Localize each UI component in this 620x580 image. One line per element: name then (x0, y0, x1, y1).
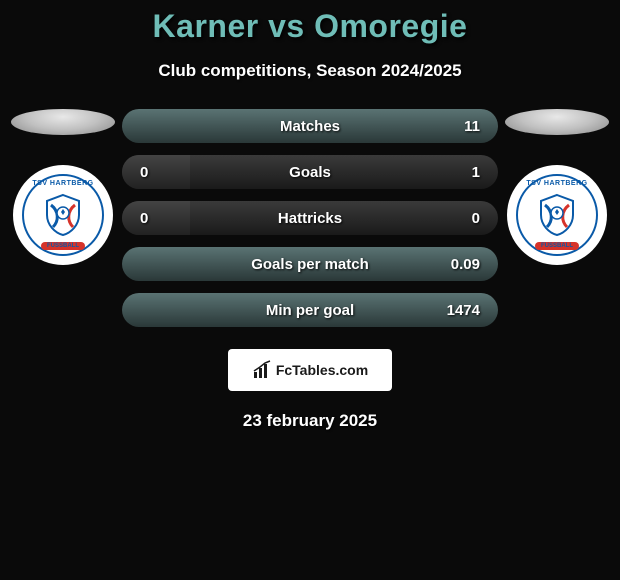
stat-row: 0 Hattricks 0 (122, 201, 498, 235)
stat-right-value: 0.09 (440, 256, 480, 273)
badge-bot-text: FUSSBALL (41, 242, 85, 250)
club-badge-inner: TSV HARTBERG FUSSBALL (516, 174, 598, 256)
page-title: Karner vs Omoregie (0, 8, 620, 45)
stat-left-value: 0 (140, 164, 180, 181)
club-badge-inner: TSV HARTBERG FUSSBALL (22, 174, 104, 256)
stat-left-value: 0 (140, 210, 180, 227)
brand-label: FcTables.com (276, 362, 368, 378)
right-player-col: TSV HARTBERG FUSSBALL (502, 109, 612, 265)
stat-content: Min per goal 1474 (140, 302, 480, 319)
stat-label: Hattricks (278, 210, 342, 227)
stat-content: Goals per match 0.09 (140, 256, 480, 273)
club-badge-left: TSV HARTBERG FUSSBALL (13, 165, 113, 265)
player-photo-placeholder-right (505, 109, 609, 135)
chart-icon (252, 360, 272, 380)
subtitle: Club competitions, Season 2024/2025 (0, 61, 620, 81)
content-row: TSV HARTBERG FUSSBALL Matches 11 0 Goals 1 0 H… (0, 109, 620, 339)
club-badge-right: TSV HARTBERG FUSSBALL (507, 165, 607, 265)
stat-row: 0 Goals 1 (122, 155, 498, 189)
stat-row: Goals per match 0.09 (122, 247, 498, 281)
shield-icon (533, 191, 581, 239)
stat-label: Min per goal (266, 302, 354, 319)
brand-box[interactable]: FcTables.com (228, 349, 392, 391)
date-label: 23 february 2025 (0, 411, 620, 431)
stats-column: Matches 11 0 Goals 1 0 Hattricks 0 Goals per mat… (118, 109, 502, 339)
stat-content: 0 Goals 1 (140, 164, 480, 181)
badge-top-text: TSV HARTBERG (526, 180, 587, 187)
stat-label: Matches (280, 118, 340, 135)
badge-bot-text: FUSSBALL (535, 242, 579, 250)
stat-right-value: 0 (440, 210, 480, 227)
stat-right-value: 11 (440, 118, 480, 135)
player-photo-placeholder-left (11, 109, 115, 135)
badge-top-text: TSV HARTBERG (32, 180, 93, 187)
stat-label: Goals per match (251, 256, 369, 273)
shield-icon (39, 191, 87, 239)
stat-right-value: 1 (440, 164, 480, 181)
stat-row: Matches 11 (122, 109, 498, 143)
stat-content: 0 Hattricks 0 (140, 210, 480, 227)
left-player-col: TSV HARTBERG FUSSBALL (8, 109, 118, 265)
stat-content: Matches 11 (140, 118, 480, 135)
stat-right-value: 1474 (440, 302, 480, 319)
comparison-card: Karner vs Omoregie Club competitions, Se… (0, 0, 620, 431)
stat-label: Goals (289, 164, 331, 181)
stat-row: Min per goal 1474 (122, 293, 498, 327)
